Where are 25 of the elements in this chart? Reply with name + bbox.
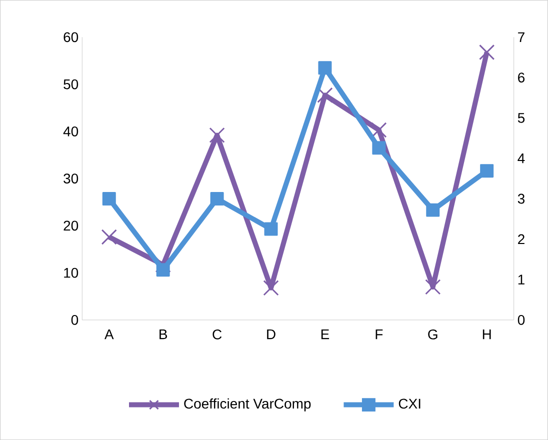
y-tick-label: 60: [64, 32, 78, 42]
legend-label: CXI: [398, 398, 420, 409]
y2-tick-label: 6: [518, 72, 525, 82]
legend-label: Coefficient VarComp: [184, 398, 311, 412]
y2-tick-label: 4: [518, 154, 525, 164]
y-tick-label: 40: [63, 126, 78, 136]
y2-tick-label: 3: [518, 194, 525, 204]
y-tick-label: 0: [71, 314, 78, 325]
y-tick-label: 10: [64, 268, 78, 278]
x-tick-label: F: [376, 329, 383, 340]
y-tick-label: 50: [64, 79, 78, 90]
x-tick-label: C: [212, 329, 222, 340]
y-tick-label: 20: [64, 220, 78, 231]
y2-tick-label: 1: [518, 274, 524, 284]
y2-tick-label: 5: [518, 113, 525, 123]
y2-tick-label: 7: [518, 32, 524, 42]
y2-tick-label: 0: [518, 314, 525, 325]
x-tick-label: E: [321, 329, 330, 340]
x-tick-label: A: [104, 329, 114, 340]
y-tick-label: 30: [64, 174, 78, 184]
y2-tick-label: 2: [518, 234, 524, 244]
x-tick-label: H: [482, 329, 491, 340]
x-tick-label: B: [160, 329, 168, 340]
x-tick-label: D: [267, 329, 276, 340]
x-tick-label: G: [428, 329, 438, 340]
